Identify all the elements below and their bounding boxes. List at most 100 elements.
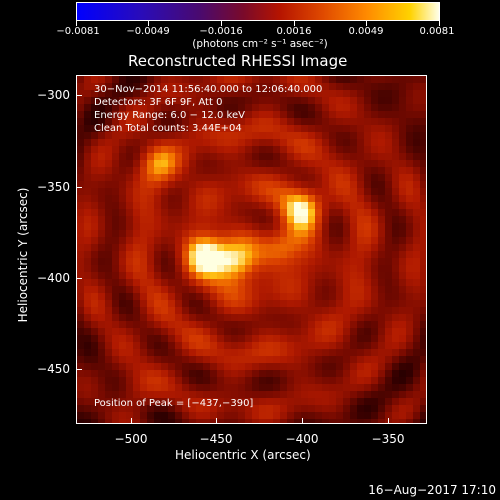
image-pixel [371, 321, 378, 328]
image-pixel [133, 272, 140, 279]
image-pixel [140, 125, 147, 132]
image-pixel [364, 342, 371, 349]
image-pixel [406, 160, 413, 167]
image-pixel [98, 146, 105, 153]
image-pixel [203, 307, 210, 314]
image-pixel [273, 195, 280, 202]
image-pixel [308, 342, 315, 349]
image-pixel [126, 181, 133, 188]
image-pixel [224, 342, 231, 349]
image-pixel [77, 90, 84, 97]
image-pixel [364, 391, 371, 398]
image-pixel [385, 314, 392, 321]
image-pixel [119, 188, 126, 195]
image-pixel [280, 251, 287, 258]
image-pixel [336, 139, 343, 146]
image-pixel [350, 251, 357, 258]
image-pixel [119, 202, 126, 209]
image-pixel [238, 202, 245, 209]
image-pixel [343, 111, 350, 118]
image-pixel [112, 125, 119, 132]
image-pixel [224, 132, 231, 139]
image-pixel [224, 230, 231, 237]
image-pixel [105, 349, 112, 356]
image-pixel [245, 356, 252, 363]
y-tick-mark [76, 369, 82, 370]
image-pixel [210, 216, 217, 223]
image-pixel [336, 342, 343, 349]
image-pixel [294, 349, 301, 356]
image-pixel [84, 293, 91, 300]
image-pixel [378, 342, 385, 349]
image-pixel [364, 160, 371, 167]
image-pixel [147, 356, 154, 363]
image-pixel [119, 398, 126, 405]
image-pixel [343, 132, 350, 139]
image-pixel [217, 230, 224, 237]
image-pixel [168, 391, 175, 398]
image-pixel [224, 307, 231, 314]
image-pixel [98, 244, 105, 251]
image-pixel [203, 111, 210, 118]
image-pixel [280, 237, 287, 244]
image-pixel [245, 405, 252, 412]
image-pixel [168, 279, 175, 286]
image-pixel [329, 216, 336, 223]
image-pixel [98, 104, 105, 111]
image-pixel [105, 111, 112, 118]
image-pixel [252, 300, 259, 307]
image-pixel [245, 384, 252, 391]
image-pixel [406, 405, 413, 412]
image-pixel [343, 349, 350, 356]
image-pixel [413, 272, 420, 279]
image-pixel [287, 384, 294, 391]
image-pixel [196, 76, 203, 83]
image-pixel [266, 356, 273, 363]
image-pixel [140, 300, 147, 307]
image-pixel [175, 328, 182, 335]
image-pixel [364, 97, 371, 104]
image-pixel [210, 356, 217, 363]
image-pixel [364, 349, 371, 356]
image-pixel [91, 356, 98, 363]
image-pixel [105, 314, 112, 321]
image-pixel [84, 244, 91, 251]
image-pixel [315, 153, 322, 160]
image-pixel [336, 405, 343, 412]
image-pixel [343, 321, 350, 328]
image-pixel [119, 167, 126, 174]
image-pixel [238, 300, 245, 307]
image-pixel [301, 307, 308, 314]
image-pixel [343, 398, 350, 405]
colorbar-tick-mark [148, 21, 149, 26]
x-axis-label: Heliocentric X (arcsec) [175, 448, 311, 462]
image-pixel [105, 181, 112, 188]
image-pixel [217, 76, 224, 83]
image-pixel [126, 384, 133, 391]
image-pixel [182, 90, 189, 97]
image-pixel [77, 104, 84, 111]
image-pixel [84, 363, 91, 370]
image-pixel [91, 335, 98, 342]
image-pixel [217, 286, 224, 293]
image-pixel [77, 83, 84, 90]
image-pixel [322, 307, 329, 314]
image-pixel [189, 90, 196, 97]
image-pixel [147, 167, 154, 174]
image-pixel [287, 83, 294, 90]
image-pixel [217, 328, 224, 335]
image-pixel [315, 118, 322, 125]
image-pixel [231, 321, 238, 328]
image-pixel [133, 244, 140, 251]
image-pixel [77, 237, 84, 244]
image-pixel [119, 181, 126, 188]
image-pixel [322, 405, 329, 412]
image-pixel [112, 286, 119, 293]
image-pixel [189, 181, 196, 188]
image-pixel [280, 223, 287, 230]
image-pixel [175, 363, 182, 370]
image-pixel [154, 391, 161, 398]
image-pixel [161, 195, 168, 202]
image-pixel [91, 391, 98, 398]
image-pixel [378, 370, 385, 377]
